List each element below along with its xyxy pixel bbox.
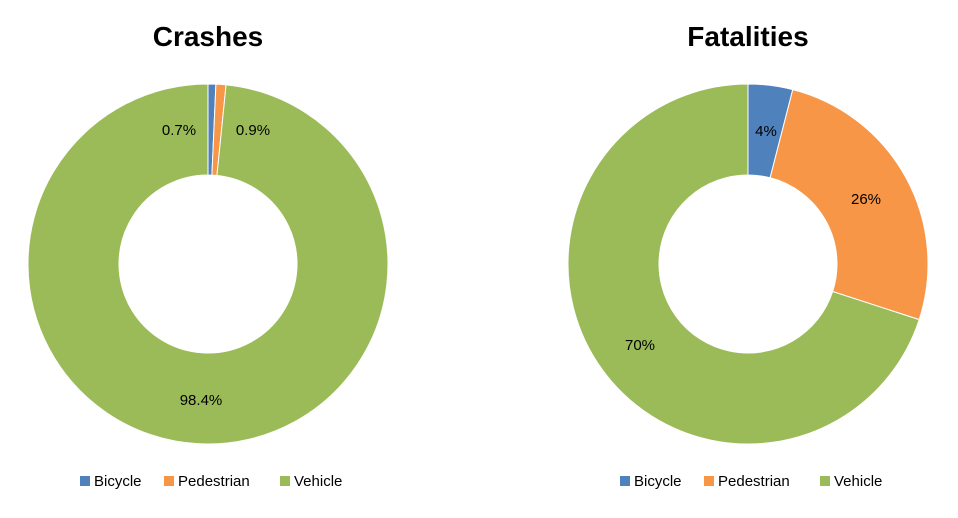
fatalities-label-pedestrian: 26% [851,191,881,208]
crashes-legend-swatch-bicycle [80,476,90,486]
crashes-legend-swatch-vehicle [280,476,290,486]
fatalities-label-vehicle: 70% [625,337,655,354]
crashes-legend-label-bicycle: Bicycle [94,473,142,490]
crashes-label-vehicle: 98.4% [180,392,223,409]
fatalities-slice-pedestrian [769,89,929,321]
fatalities-legend-swatch-bicycle [620,476,630,486]
fatalities-label-bicycle: 4% [755,123,777,140]
crashes-label-pedestrian: 0.9% [236,122,270,139]
crashes-legend-swatch-pedestrian [164,476,174,486]
fatalities-legend-label-bicycle: Bicycle [634,473,682,490]
fatalities-chart-title: Fatalities [687,21,808,52]
fatalities-slice-vehicle [567,83,920,445]
fatalities-legend-swatch-pedestrian [704,476,714,486]
crashes-legend-label-vehicle: Vehicle [294,473,342,490]
fatalities-legend-swatch-vehicle [820,476,830,486]
fatalities-legend-label-pedestrian: Pedestrian [718,473,790,490]
fatalities-legend-label-vehicle: Vehicle [834,473,882,490]
crashes-slice-vehicle [27,83,389,445]
crashes-label-bicycle: 0.7% [162,122,196,139]
fatalities-chart: Fatalities 4% 26% 70% Bicycle Pedestrian Vehi… [567,21,929,490]
crashes-chart: Crashes 0.7% 0.9% 98.4% Bicycle Pedestrian Ve… [27,21,389,490]
crashes-legend-label-pedestrian: Pedestrian [178,473,250,490]
crashes-chart-title: Crashes [153,21,264,52]
